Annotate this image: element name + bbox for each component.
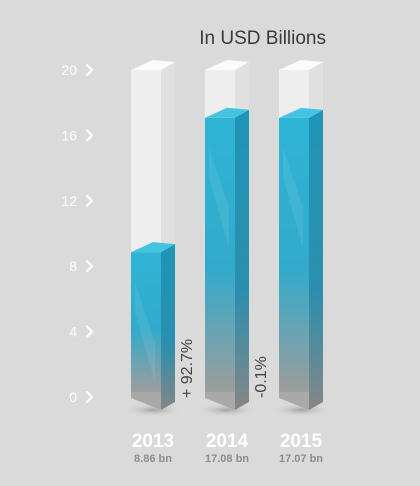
- y-tick-label: 20: [61, 62, 77, 78]
- chevron-right-icon: [85, 194, 94, 207]
- y-tick-label: 0: [69, 389, 77, 405]
- bar-fill-side: [161, 244, 175, 410]
- bar-2015: [271, 60, 331, 417]
- bar-fill-top: [279, 107, 323, 118]
- tube-cap: [131, 60, 175, 70]
- value-label-2015: 17.07 bn: [279, 453, 323, 465]
- bar-2014: [197, 60, 257, 417]
- bar-facet: [209, 147, 229, 248]
- chevron-right-icon: [85, 260, 94, 273]
- bar-shadow: [197, 403, 257, 417]
- bar-fill-front: [131, 252, 161, 392]
- bar-fill-side: [309, 109, 323, 410]
- chart-title: In USD Billions: [199, 28, 326, 49]
- year-label-2013: 2013: [132, 431, 174, 452]
- value-label-2013: 8.86 bn: [134, 453, 172, 465]
- chevron-right-icon: [85, 390, 94, 404]
- bar-facet: [283, 147, 303, 248]
- bar-shadow: [271, 403, 331, 417]
- bar-facet: [135, 282, 155, 383]
- tube-cap: [205, 60, 249, 70]
- bar-2013: [123, 60, 183, 417]
- bar-base: [279, 392, 309, 410]
- bar-base: [205, 392, 235, 410]
- change-label-2: -0.1%: [253, 356, 270, 398]
- bar-fill-top: [205, 107, 249, 118]
- bar-base: [131, 392, 161, 410]
- value-label-2014: 17.08 bn: [205, 453, 249, 465]
- y-tick-label: 8: [69, 258, 77, 274]
- change-label-1: + 92.7%: [179, 339, 196, 398]
- year-label-2015: 2015: [280, 431, 323, 452]
- y-tick-label: 16: [61, 127, 77, 143]
- chevron-right-icon: [85, 63, 94, 77]
- bar-shadow: [123, 403, 183, 417]
- bars: [123, 60, 331, 417]
- y-axis: 0 4 8 12 16 20: [61, 62, 94, 405]
- tube-cap: [279, 60, 323, 70]
- chevron-right-icon: [85, 129, 94, 142]
- year-label-2014: 2014: [206, 431, 249, 452]
- y-tick-label: 4: [69, 324, 77, 340]
- bar-fill-top: [131, 242, 175, 253]
- bar-fill-front: [205, 117, 235, 392]
- change-labels: + 92.7% -0.1%: [179, 339, 270, 398]
- bar-fill-front: [279, 117, 309, 392]
- bar-fill-side: [235, 109, 249, 410]
- y-tick-label: 12: [61, 193, 77, 209]
- chevron-right-icon: [85, 325, 94, 338]
